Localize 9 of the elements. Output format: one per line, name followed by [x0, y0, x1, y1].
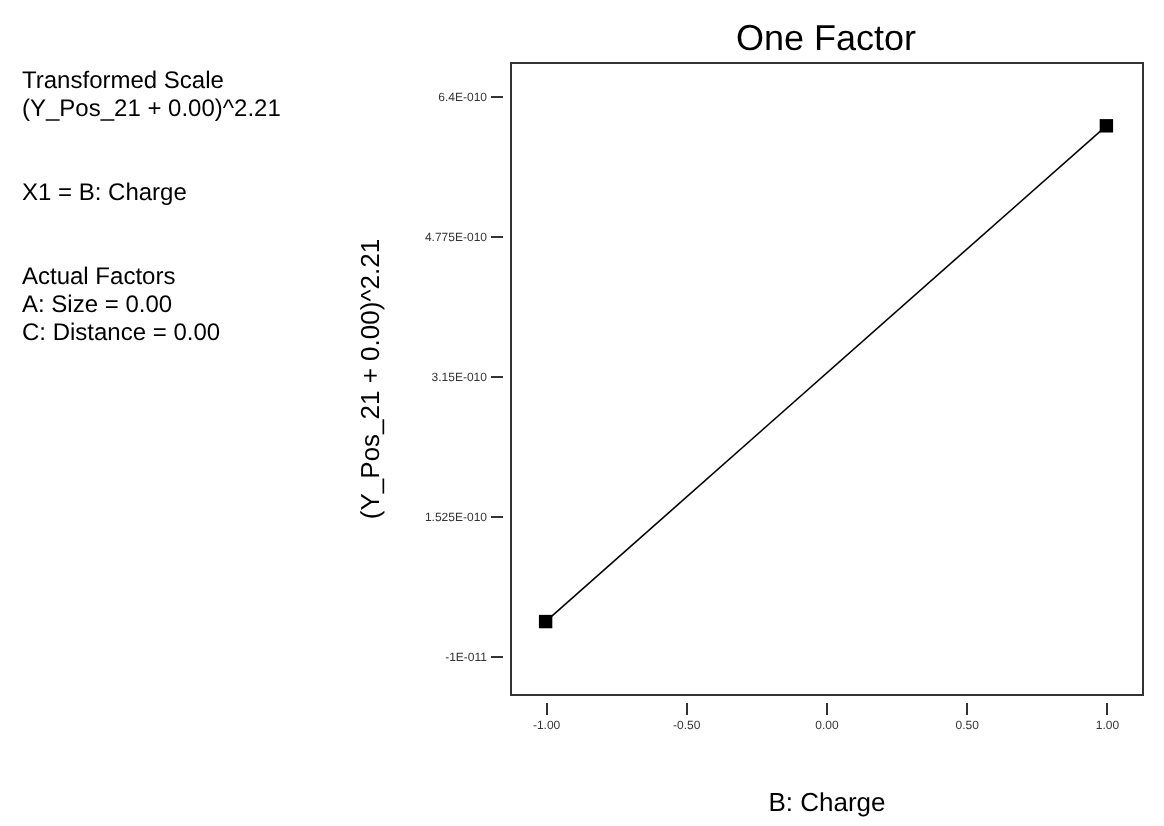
y-axis-title: (Y_Pos_21 + 0.00)^2.21: [354, 238, 385, 520]
text: X1 = B: Charge: [22, 178, 188, 206]
text: A: Size = 0.00: [22, 290, 173, 318]
x-axis-title: B: Charge: [768, 787, 886, 817]
text: C: Distance = 0.00: [22, 318, 221, 346]
chart-title: One Factor: [735, 18, 917, 58]
text: (Y_Pos_21 + 0.00)^2.21: [22, 94, 282, 122]
text: Transformed Scale: [22, 66, 225, 94]
text: Actual Factors: [22, 262, 176, 290]
